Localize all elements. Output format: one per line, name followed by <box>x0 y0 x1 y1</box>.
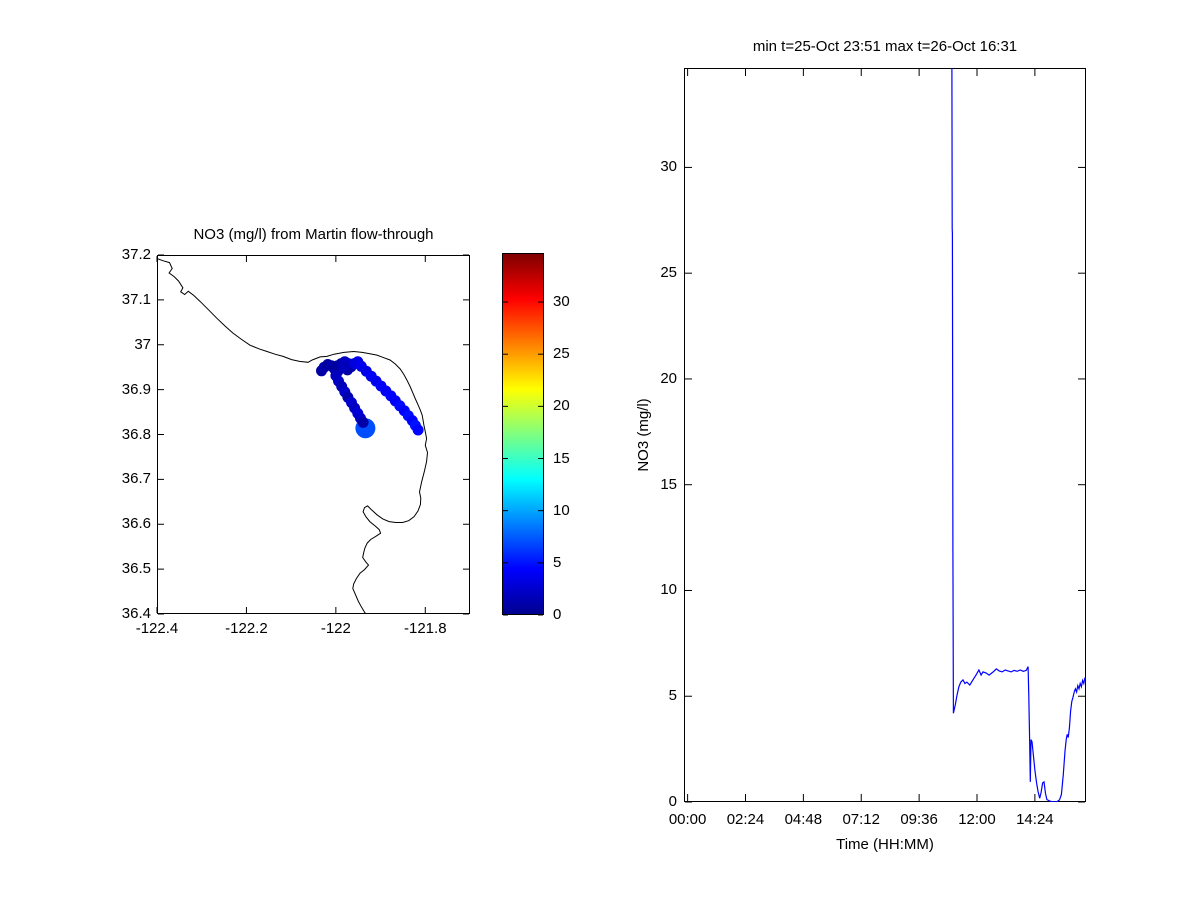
colorbar-tick-label: 25 <box>553 345 570 363</box>
ts-x-tick-label: 14:24 <box>1016 811 1054 828</box>
map-x-tick-label: -122 <box>320 620 351 637</box>
colorbar-tick-label: 10 <box>553 501 570 519</box>
map-x-tick-label: -121.8 <box>404 620 447 637</box>
map-y-tick-label: 36.9 <box>121 380 151 398</box>
map-y-tick-label: 36.8 <box>121 425 151 443</box>
map-y-tick-label: 37.1 <box>121 290 151 308</box>
ts-x-tick-label: 09:36 <box>900 811 938 828</box>
colorbar-tick-label: 20 <box>553 397 570 415</box>
track-point <box>412 424 424 436</box>
ts-y-tick-label: 30 <box>660 158 677 176</box>
map-y-tick-label: 37.2 <box>121 246 151 263</box>
ts-x-tick-label: 04:48 <box>784 811 823 828</box>
track-point <box>357 416 369 428</box>
map-y-tick-label: 36.4 <box>121 605 151 622</box>
map-x-tick-label: -122.4 <box>135 620 179 637</box>
axes-frame <box>157 255 470 614</box>
ts-y-tick-label: 5 <box>668 687 677 705</box>
colorbar <box>502 253 544 615</box>
ts-x-tick-label: 00:00 <box>668 811 707 828</box>
map-y-tick-label: 36.7 <box>121 470 151 488</box>
colorbar-ticks <box>503 301 543 616</box>
timeseries-title: min t=25-Oct 23:51 max t=26-Oct 16:31 <box>752 38 1018 55</box>
coastline-path <box>157 258 429 614</box>
map-title: NO3 (mg/l) from Martin flow-through <box>193 226 434 243</box>
map-y-tick-label: 36.5 <box>121 560 151 578</box>
no3-line <box>951 68 1086 802</box>
ts-x-tick-label: 12:00 <box>958 811 996 828</box>
ts-x-tick-label: 02:24 <box>726 811 765 828</box>
colorbar-tick-label: 30 <box>553 293 570 311</box>
timeseries-axes <box>684 68 1086 803</box>
map-axes <box>156 254 470 615</box>
ts-x-tick-label: 07:12 <box>842 811 880 828</box>
map-y-tick-label: 36.6 <box>121 515 151 533</box>
axes-frame <box>684 68 1086 802</box>
map-x-tick-label: -122.2 <box>225 620 268 637</box>
ts-y-tick-label: 0 <box>668 793 677 810</box>
ts-y-tick-label: 15 <box>660 475 677 493</box>
colorbar-tick-label: 5 <box>553 553 562 571</box>
colorbar-tick-label: 0 <box>553 606 562 623</box>
map-y-tick-label: 37 <box>134 335 151 353</box>
track-point <box>338 361 349 373</box>
ts-y-tick-label: 10 <box>660 581 677 599</box>
ts-y-tick-label: 25 <box>660 264 677 282</box>
timeseries-xlabel: Time (HH:MM) <box>836 836 934 853</box>
colorbar-tick-label: 15 <box>553 449 570 467</box>
ts-y-tick-label: 20 <box>660 369 677 387</box>
